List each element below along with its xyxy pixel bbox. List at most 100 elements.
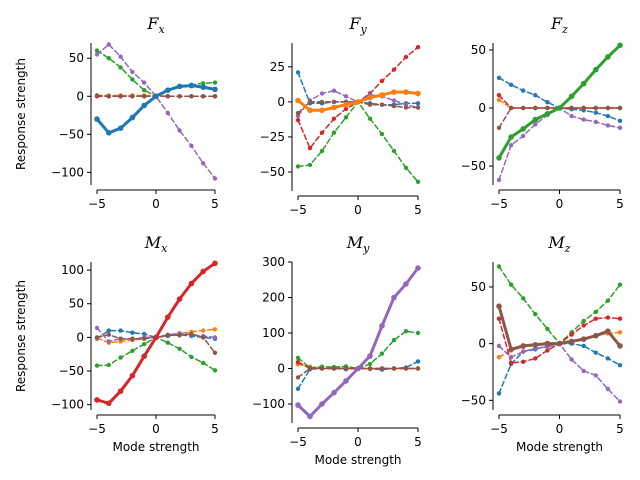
subplot-title-subscript: z <box>561 23 568 36</box>
data-point-orange <box>415 90 421 97</box>
data-point-orange <box>295 97 301 104</box>
data-point-blue <box>129 114 136 121</box>
x-axis-label: Mode strength <box>314 453 401 467</box>
y-tick-label: 100 <box>61 263 84 277</box>
data-point-brown <box>533 105 538 111</box>
x-tick-label: 0 <box>354 203 362 217</box>
data-point-purple <box>508 355 514 360</box>
data-point-brown <box>521 105 526 111</box>
data-point-blue <box>593 350 598 355</box>
data-point-purple <box>496 177 502 183</box>
data-point-green <box>545 326 550 332</box>
data-point-green <box>391 148 397 154</box>
data-point-brown <box>319 366 325 371</box>
y-tick-label: −100 <box>252 397 285 411</box>
data-point-red <box>295 117 301 123</box>
data-point-purple <box>593 119 598 125</box>
data-point-green <box>295 164 301 169</box>
data-point-green <box>605 54 611 60</box>
data-point-purple <box>142 80 147 85</box>
subplot-title-subscript: x <box>158 23 165 36</box>
data-point-brown <box>496 303 502 310</box>
data-point-green <box>94 363 100 368</box>
data-point-green <box>189 354 194 360</box>
y-tick-label: 0 <box>76 330 84 344</box>
data-point-red <box>617 316 623 321</box>
data-point-brown <box>545 105 550 111</box>
data-point-purple <box>295 402 301 408</box>
x-tick-label: −5 <box>88 422 106 436</box>
subplot-title: Mx <box>144 233 168 255</box>
data-point-red <box>496 93 502 98</box>
data-point-purple <box>367 353 373 359</box>
data-point-purple <box>617 399 623 404</box>
data-point-blue <box>521 88 526 93</box>
data-point-brown <box>165 94 170 99</box>
data-point-blue <box>176 83 183 90</box>
data-point-green <box>367 116 373 121</box>
y-tick-label: 0 <box>76 89 84 103</box>
data-point-red <box>106 400 112 407</box>
data-point-blue <box>188 82 195 89</box>
data-point-brown <box>569 105 574 111</box>
data-point-purple <box>508 143 514 148</box>
data-point-brown <box>343 366 349 371</box>
data-point-brown <box>617 105 623 111</box>
y-tick-label: 25 <box>270 60 285 74</box>
data-point-blue <box>106 130 112 136</box>
subplot-title: Fx <box>146 14 165 36</box>
data-point-red <box>545 348 550 353</box>
data-point-orange <box>379 92 385 98</box>
data-point-blue <box>295 70 301 75</box>
data-point-brown <box>581 105 586 111</box>
data-point-green <box>130 77 135 82</box>
x-tick-label: −5 <box>289 203 307 217</box>
series-line-blue <box>498 342 621 395</box>
data-point-blue <box>533 93 538 98</box>
data-point-green <box>520 126 526 132</box>
y-tick-label: 100 <box>262 326 285 340</box>
data-point-brown <box>189 94 194 99</box>
data-point-green <box>403 329 409 334</box>
data-point-green <box>532 116 539 123</box>
data-point-green <box>212 80 218 85</box>
data-point-orange <box>617 330 623 335</box>
data-point-brown <box>165 333 170 338</box>
data-point-purple <box>343 378 349 384</box>
data-point-green <box>605 298 611 303</box>
y-tick-label: −50 <box>461 159 486 173</box>
data-point-red <box>391 67 397 72</box>
data-point-red <box>295 359 301 365</box>
data-point-green <box>118 65 123 70</box>
data-point-green <box>343 115 349 120</box>
x-tick-label: −5 <box>490 422 508 436</box>
data-point-purple <box>605 123 611 128</box>
data-point-purple <box>391 98 397 103</box>
data-point-brown <box>556 340 563 347</box>
data-point-blue <box>94 116 100 122</box>
data-point-red <box>141 353 147 360</box>
data-point-purple <box>569 113 574 119</box>
data-point-green <box>130 348 135 353</box>
data-point-purple <box>331 389 337 396</box>
data-point-red <box>569 332 574 337</box>
data-point-brown <box>212 350 218 355</box>
x-tick-label: 0 <box>152 422 160 436</box>
data-point-green <box>331 130 337 135</box>
series-brown <box>496 303 623 353</box>
data-point-purple <box>521 349 526 354</box>
data-point-brown <box>106 332 112 337</box>
x-tick-label: 0 <box>556 197 564 211</box>
data-point-brown <box>94 335 100 340</box>
data-point-red <box>496 316 502 321</box>
data-point-purple <box>212 335 218 340</box>
data-point-brown <box>331 366 337 371</box>
data-point-brown <box>118 94 123 99</box>
data-point-green <box>508 134 514 140</box>
data-point-green <box>544 111 551 117</box>
subplot-title-subscript: x <box>161 242 168 255</box>
data-point-purple <box>319 401 325 407</box>
data-point-blue <box>593 110 598 115</box>
data-point-purple <box>106 339 112 344</box>
